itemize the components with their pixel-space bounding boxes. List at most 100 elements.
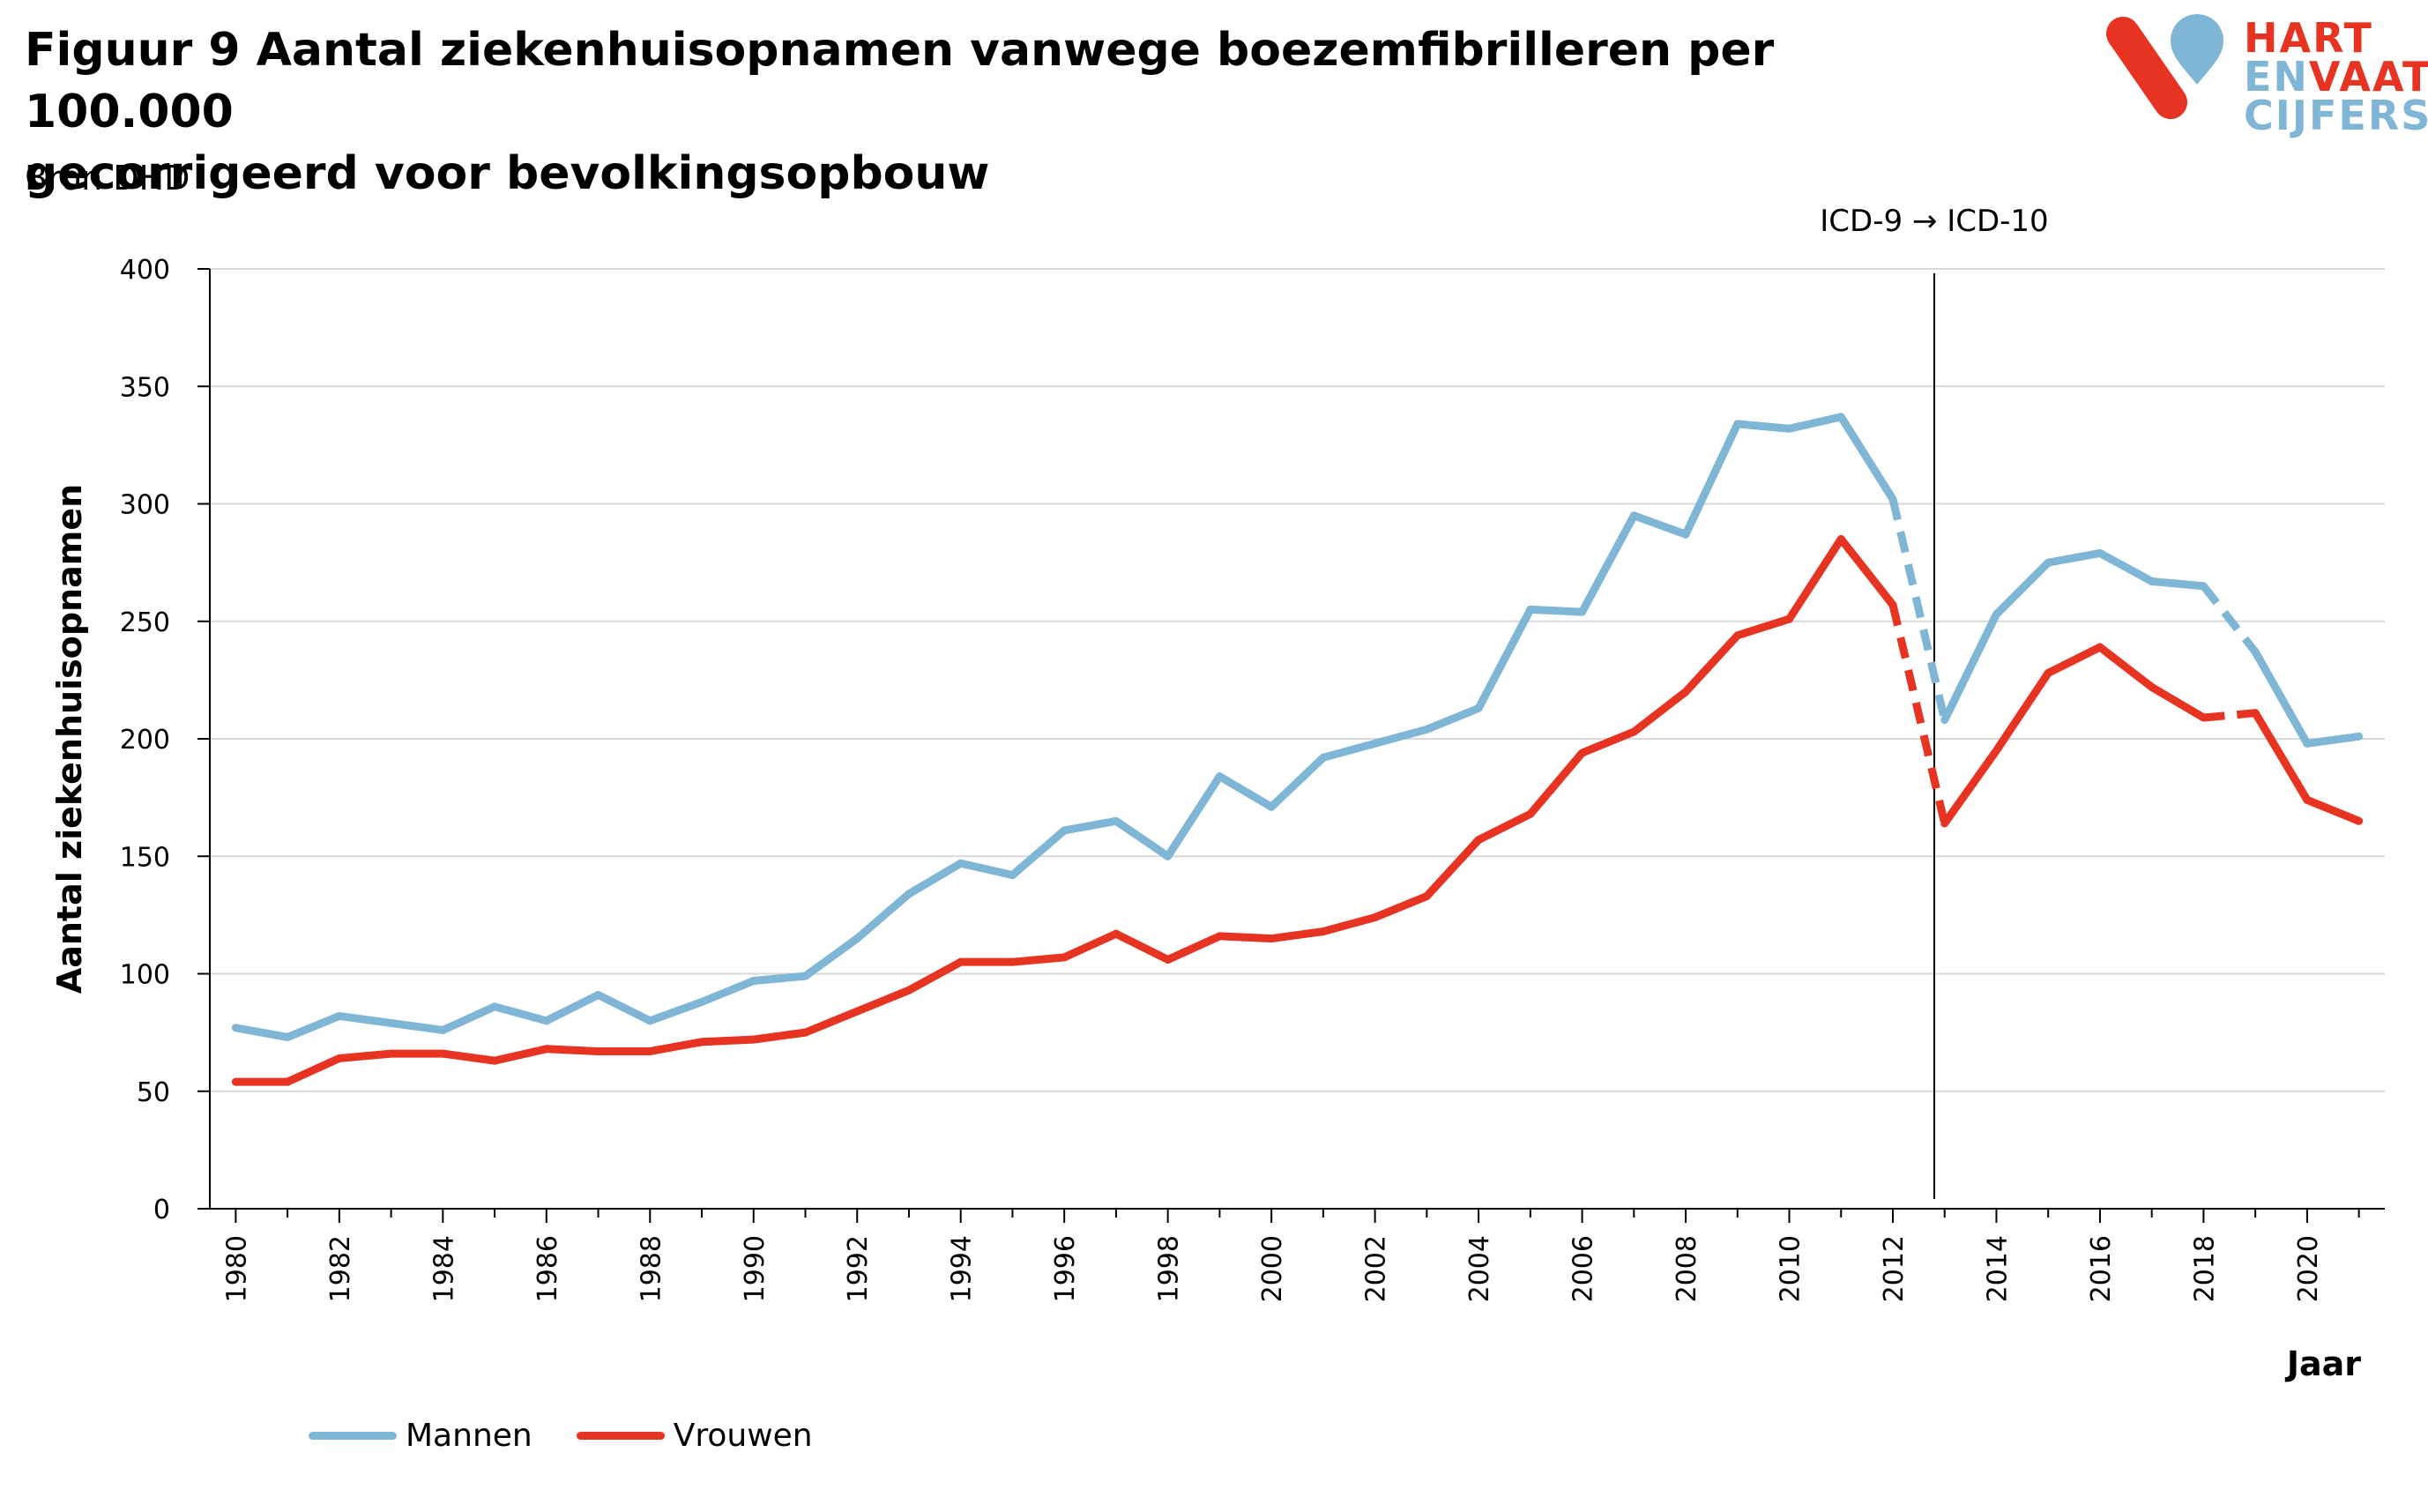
series-vrouwen-segment-1998 xyxy=(1164,932,1224,965)
x-tick-label-2008: 2008 xyxy=(1672,1235,1702,1302)
x-tick-label-1994: 1994 xyxy=(947,1235,978,1302)
series-mannen-segment-1993 xyxy=(905,859,965,898)
logo-text-en-vaat: ENVAAT xyxy=(2244,53,2428,101)
series-vrouwen-segment-2008 xyxy=(1681,631,1742,696)
series-vrouwen-segment-1981 xyxy=(283,1054,344,1086)
x-tick-label-2004: 2004 xyxy=(1464,1235,1495,1302)
series-vrouwen-segment-2012 xyxy=(1888,604,1949,824)
series-vrouwen-segment-2003 xyxy=(1422,836,1483,901)
legend-label-mannen: Mannen xyxy=(406,1418,533,1454)
series-mannen-segment-1991 xyxy=(801,935,861,980)
x-tick-label-2006: 2006 xyxy=(1568,1235,1599,1302)
series-vrouwen-segment-1988 xyxy=(645,1038,706,1055)
series-mannen-segment-1987 xyxy=(594,990,654,1025)
series-vrouwen-segment-1989 xyxy=(697,1035,758,1046)
series-mannen-segment-2014 xyxy=(1992,558,2052,619)
y-tick-label-100: 100 xyxy=(120,960,170,991)
series-mannen-segment-2018 xyxy=(2200,583,2259,655)
series-vrouwen-segment-1991 xyxy=(801,1007,861,1037)
series-mannen-segment-2001 xyxy=(1319,739,1380,762)
series-mannen-segment-1996 xyxy=(1060,816,1121,835)
series-vrouwen-segment-2020 xyxy=(2303,795,2364,825)
x-tick-label-1984: 1984 xyxy=(428,1235,459,1302)
series-vrouwen-segment-2014 xyxy=(1992,668,2052,755)
series-mannen-segment-1982 xyxy=(335,1011,396,1027)
y-tick-label-300: 300 xyxy=(120,490,170,521)
series-mannen-segment-2013 xyxy=(1940,610,2000,725)
hart-en-vaat-cijfers-logo: HART ENVAAT CIJFERS xyxy=(2098,14,2428,136)
series-mannen-segment-1984 xyxy=(438,1002,499,1034)
y-tick-label-250: 250 xyxy=(120,607,170,638)
series-mannen-segment-1985 xyxy=(490,1002,551,1025)
legend-swatch-vrouwen xyxy=(576,1432,665,1440)
series-vrouwen-segment-1985 xyxy=(490,1045,551,1065)
series-mannen-segment-2007 xyxy=(1629,511,1690,539)
series-mannen-segment-1989 xyxy=(697,976,758,1006)
series-vrouwen-segment-2016 xyxy=(2096,643,2156,691)
series-vrouwen-segment-2018 xyxy=(2203,709,2256,722)
series-mannen-segment-2004 xyxy=(1474,605,1535,712)
series-vrouwen-segment-1995 xyxy=(1008,953,1069,966)
x-tick-label-1990: 1990 xyxy=(740,1235,771,1302)
x-axis-title: Jaar xyxy=(2284,1344,2361,1383)
y-tick-label-200: 200 xyxy=(120,725,170,756)
series-mannen-segment-1998 xyxy=(1164,772,1224,860)
series-mannen-segment-1981 xyxy=(283,1011,344,1041)
icd-transition-label: ICD-9 → ICD-10 xyxy=(1820,204,2048,239)
x-tick-label-1980: 1980 xyxy=(221,1235,252,1302)
x-tick-label-2016: 2016 xyxy=(2086,1235,2117,1302)
series-mannen-segment-2012 xyxy=(1888,498,1949,721)
x-tick-label-1988: 1988 xyxy=(636,1235,667,1302)
series-mannen-segment-2009 xyxy=(1733,420,1794,433)
y-tick-label-350: 350 xyxy=(120,372,170,403)
series-vrouwen-segment-2010 xyxy=(1785,534,1845,623)
y-axis-title: Aantal ziekenhuisopnamen xyxy=(50,484,89,994)
x-tick-label-1982: 1982 xyxy=(325,1235,356,1302)
series-mannen-segment-2002 xyxy=(1371,725,1431,748)
series-vrouwen-segment-1984 xyxy=(438,1049,499,1065)
x-tick-label-2014: 2014 xyxy=(1982,1235,2013,1302)
series-vrouwen-segment-2000 xyxy=(1267,927,1328,943)
x-tick-label-2000: 2000 xyxy=(1257,1235,1288,1302)
x-tick-label-1998: 1998 xyxy=(1154,1235,1185,1302)
series-vrouwen-segment-1996 xyxy=(1060,929,1121,962)
x-axis-ticks: 1980 1982 1984 1986 1988 1990 1992 1994 1996 1998… xyxy=(221,1209,2360,1302)
series-mannen-segment-1983 xyxy=(387,1018,447,1034)
series-vrouwen-segment-2006 xyxy=(1578,727,1638,757)
series-vrouwen-segment-2011 xyxy=(1836,534,1897,609)
logo-mark-icon xyxy=(2106,14,2223,119)
x-tick-label-1986: 1986 xyxy=(533,1235,563,1302)
series-vrouwen-segment-1990 xyxy=(749,1028,809,1044)
source-label: Bron DHD xyxy=(25,159,190,197)
series-vrouwen-segment-1997 xyxy=(1112,929,1173,965)
data-series xyxy=(231,413,2364,1086)
series-vrouwen-segment-2005 xyxy=(1526,749,1587,818)
series-mannen-segment-1986 xyxy=(542,990,603,1025)
x-tick-label-2020: 2020 xyxy=(2293,1235,2324,1302)
series-vrouwen-segment-2002 xyxy=(1371,892,1431,922)
series-vrouwen-segment-1986 xyxy=(542,1045,603,1055)
series-vrouwen-segment-1992 xyxy=(853,986,913,1016)
series-mannen-segment-2020 xyxy=(2303,732,2364,748)
chart-title: Figuur 9 Aantal ziekenhuisopnamen vanweg… xyxy=(25,19,1964,205)
series-mannen-segment-1995 xyxy=(1008,826,1069,880)
legend-item-mannen: Mannen xyxy=(309,1418,533,1454)
series-mannen-segment-1997 xyxy=(1112,816,1173,860)
series-vrouwen-segment-2001 xyxy=(1319,913,1380,936)
series-mannen-segment-2016 xyxy=(2096,548,2156,585)
x-tick-label-2012: 2012 xyxy=(1879,1235,1910,1302)
series-mannen-segment-2017 xyxy=(2148,577,2208,591)
series-vrouwen-segment-2004 xyxy=(1474,809,1535,845)
series-mannen-segment-2015 xyxy=(2044,548,2104,567)
series-vrouwen-segment-1993 xyxy=(905,957,965,994)
x-tick-label-1992: 1992 xyxy=(843,1235,874,1302)
series-mannen-segment-2000 xyxy=(1267,753,1328,811)
series-mannen-segment-2006 xyxy=(1578,511,1638,616)
series-vrouwen-segment-2013 xyxy=(1940,746,2000,828)
series-mannen-segment-1990 xyxy=(749,972,809,985)
series-vrouwen-segment-2015 xyxy=(2044,643,2104,677)
series-vrouwen-segment-2009 xyxy=(1733,614,1794,640)
series-mannen-segment-2011 xyxy=(1836,413,1897,503)
logo-text-hart: HART xyxy=(2244,14,2373,62)
